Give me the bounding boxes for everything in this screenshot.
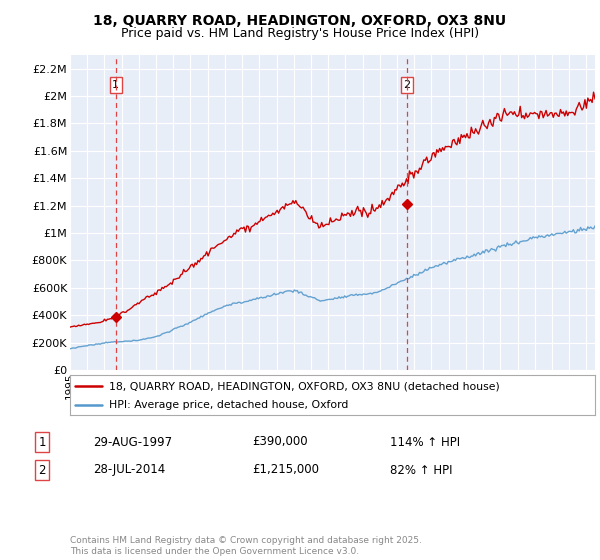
Text: 18, QUARRY ROAD, HEADINGTON, OXFORD, OX3 8NU (detached house): 18, QUARRY ROAD, HEADINGTON, OXFORD, OX3… xyxy=(109,381,500,391)
Text: £390,000: £390,000 xyxy=(252,436,308,449)
Text: 82% ↑ HPI: 82% ↑ HPI xyxy=(390,464,452,477)
Text: Contains HM Land Registry data © Crown copyright and database right 2025.
This d: Contains HM Land Registry data © Crown c… xyxy=(70,536,422,556)
Text: Price paid vs. HM Land Registry's House Price Index (HPI): Price paid vs. HM Land Registry's House … xyxy=(121,27,479,40)
Text: 28-JUL-2014: 28-JUL-2014 xyxy=(93,464,165,477)
Text: 2: 2 xyxy=(38,464,46,477)
Text: 2: 2 xyxy=(403,80,410,90)
Text: 18, QUARRY ROAD, HEADINGTON, OXFORD, OX3 8NU: 18, QUARRY ROAD, HEADINGTON, OXFORD, OX3… xyxy=(94,14,506,28)
Text: HPI: Average price, detached house, Oxford: HPI: Average price, detached house, Oxfo… xyxy=(109,400,349,410)
Text: 29-AUG-1997: 29-AUG-1997 xyxy=(93,436,172,449)
Text: 1: 1 xyxy=(38,436,46,449)
Text: 114% ↑ HPI: 114% ↑ HPI xyxy=(390,436,460,449)
Text: 1: 1 xyxy=(112,80,119,90)
Text: £1,215,000: £1,215,000 xyxy=(252,464,319,477)
